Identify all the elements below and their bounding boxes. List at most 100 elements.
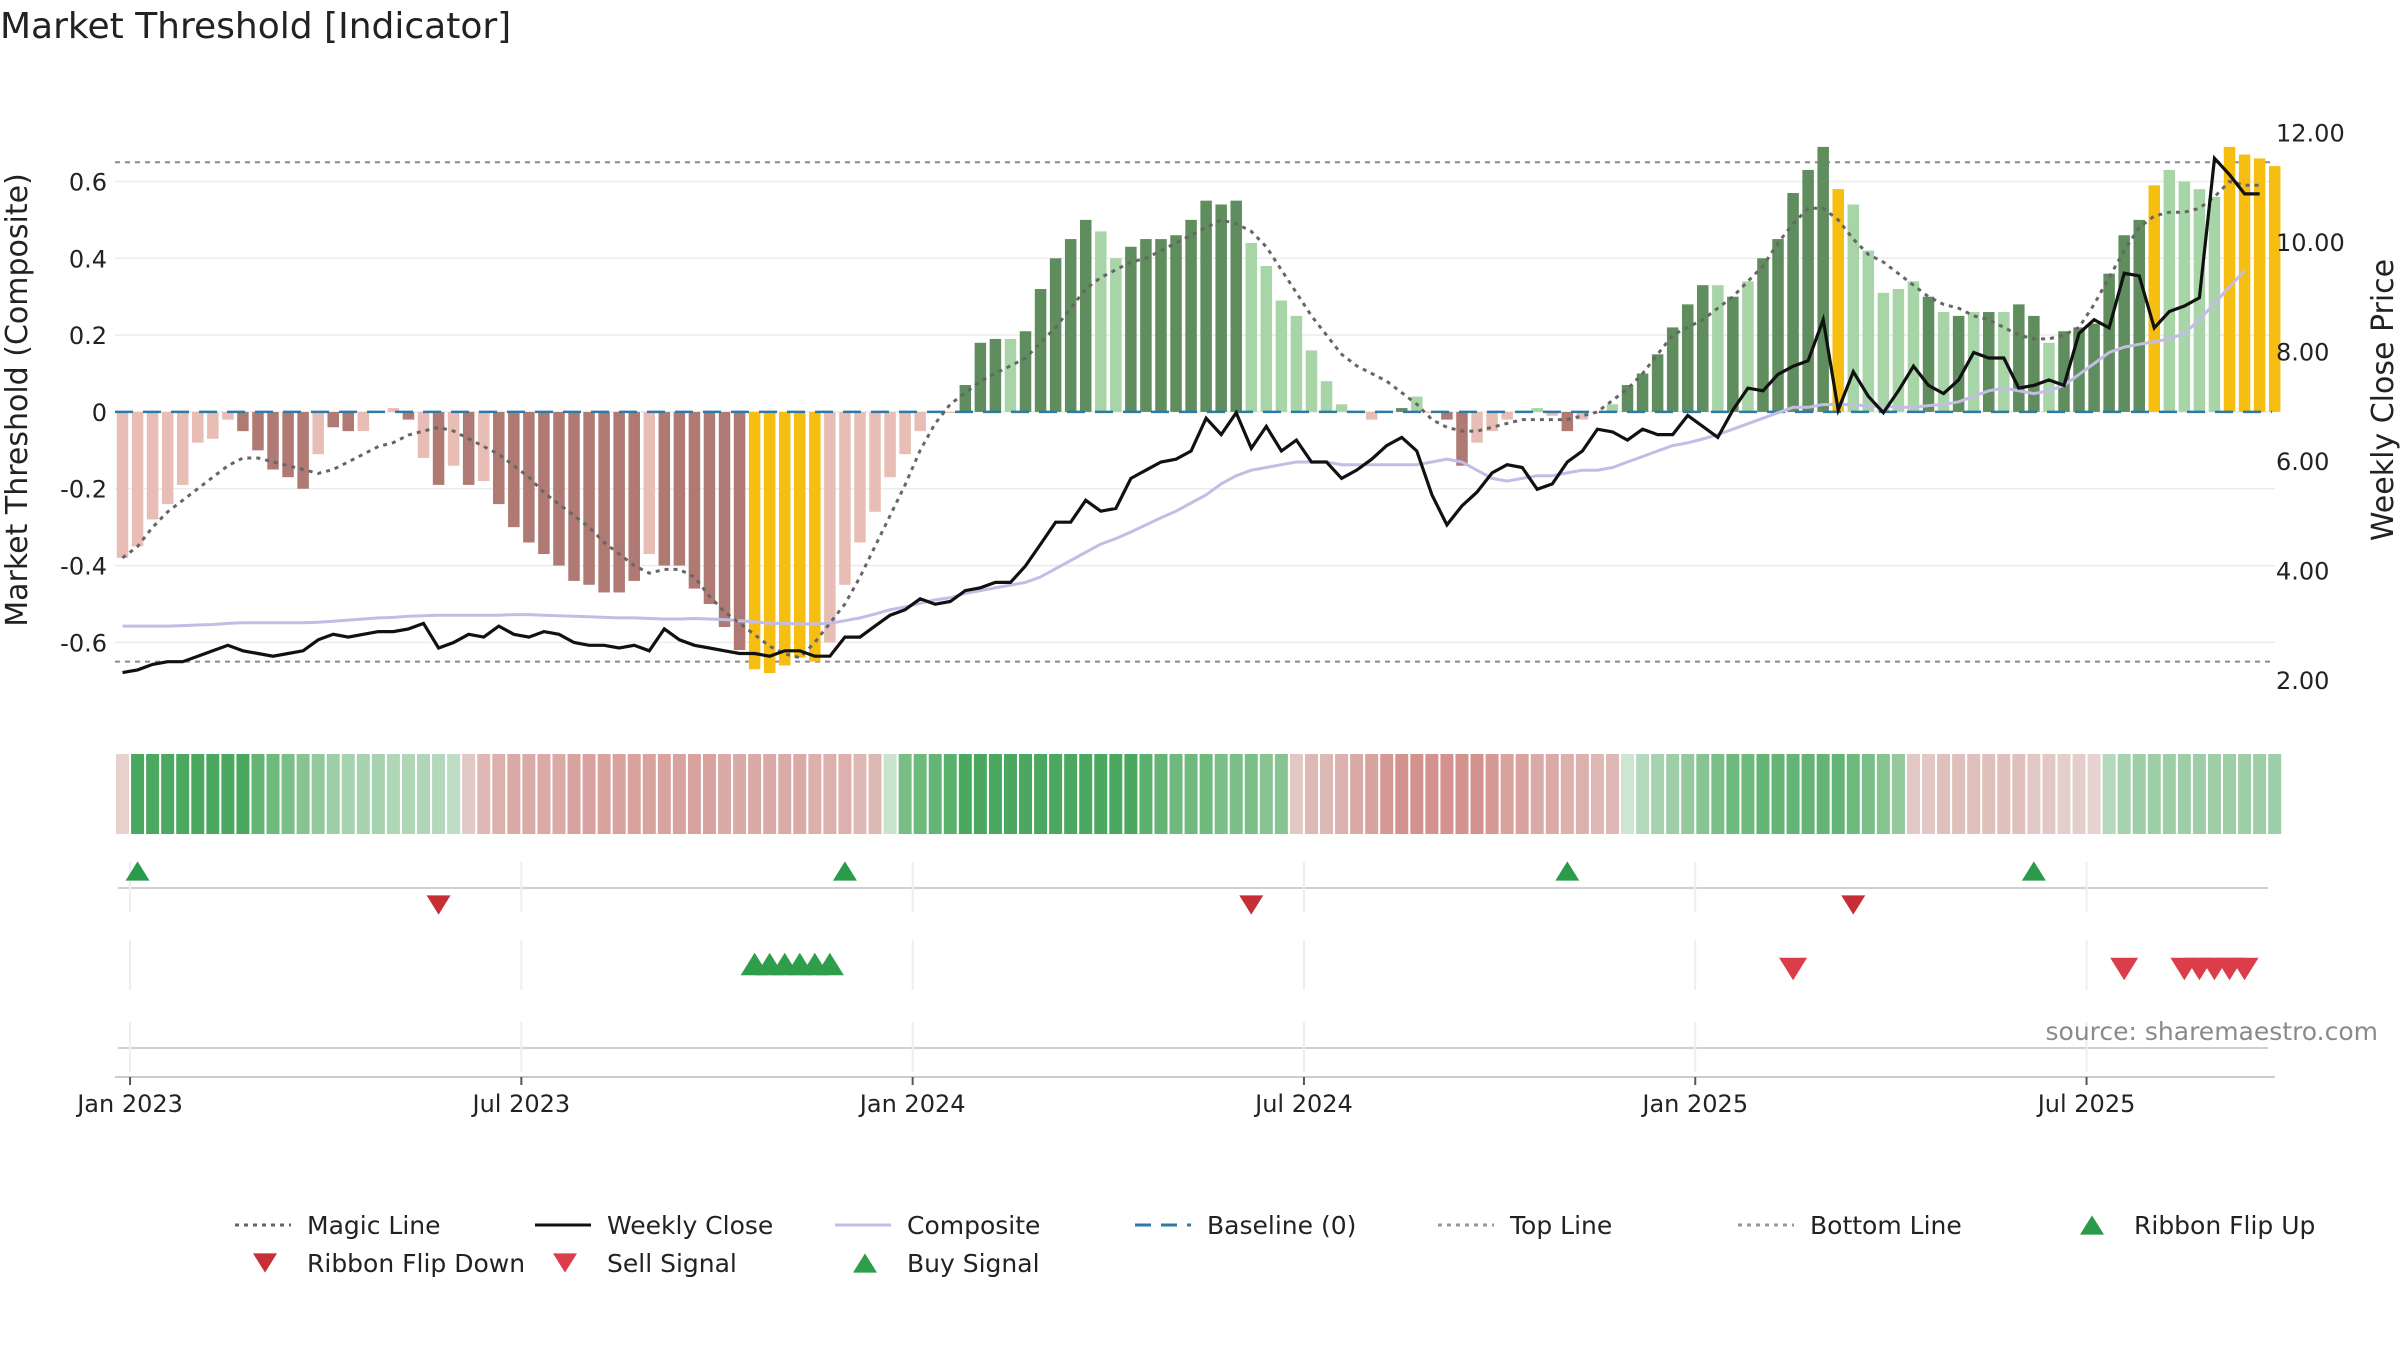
ribbon-cell xyxy=(2207,754,2221,834)
legend-label: Magic Line xyxy=(307,1211,441,1240)
composite-bar xyxy=(583,411,595,585)
y-tick-left: 0.2 xyxy=(69,322,107,350)
composite-bar xyxy=(2028,315,2040,412)
ribbon-cell xyxy=(1906,754,1920,834)
ribbon-cell xyxy=(1861,754,1875,834)
ribbon-cell xyxy=(1485,754,1499,834)
composite-bar xyxy=(899,411,911,455)
y-tick-right: 2.00 xyxy=(2276,667,2329,695)
ribbon-cell xyxy=(1816,754,1830,834)
composite-bar xyxy=(297,411,309,489)
composite-bar xyxy=(854,411,866,543)
composite-bar xyxy=(1110,258,1122,412)
legend-item: Sell Signal xyxy=(553,1249,737,1278)
composite-bar xyxy=(493,411,505,505)
ribbon-flip-down-marker xyxy=(426,895,451,915)
ribbon-cell xyxy=(1967,754,1981,834)
ribbon-cell xyxy=(1636,754,1650,834)
composite-bar xyxy=(553,411,565,566)
composite-bar xyxy=(2253,158,2266,412)
ribbon-cell xyxy=(1440,754,1454,834)
ribbon-cell xyxy=(1726,754,1740,834)
ribbon-cell xyxy=(1831,754,1845,834)
sell-signal-marker xyxy=(1779,957,1808,981)
composite-bar xyxy=(1290,315,1303,412)
composite-bar xyxy=(658,411,671,566)
legend-label: Top Line xyxy=(1509,1211,1612,1240)
composite-bar xyxy=(1621,385,1634,412)
composite-bar xyxy=(688,411,701,589)
composite-bar xyxy=(824,411,836,643)
composite-bar xyxy=(1501,411,1513,420)
y-tick-left: 0.4 xyxy=(69,245,107,273)
composite-bar xyxy=(1742,281,1754,412)
ribbon-cell xyxy=(1605,754,1619,834)
ribbon-cell xyxy=(838,754,852,834)
ribbon-cell xyxy=(1064,754,1078,834)
composite-bar xyxy=(1712,285,1724,412)
ribbon-cell xyxy=(868,754,882,834)
composite-bar xyxy=(252,411,264,451)
ribbon-cell xyxy=(537,754,551,834)
ribbon-cell xyxy=(1771,754,1785,834)
ribbon-cell xyxy=(1169,754,1183,834)
ribbon-cell xyxy=(1410,754,1424,834)
composite-bar xyxy=(1666,327,1679,412)
ribbon-cell xyxy=(883,754,897,834)
ribbon-cell xyxy=(2102,754,2116,834)
composite-bar xyxy=(1636,373,1649,412)
ribbon-cell xyxy=(146,754,160,834)
composite-bar xyxy=(1681,304,1694,412)
composite-bar xyxy=(477,411,490,482)
composite-bar xyxy=(1982,312,1995,412)
composite-bar xyxy=(1697,285,1709,412)
x-tick-label: Jan 2024 xyxy=(858,1090,966,1118)
legend-item: Weekly Close xyxy=(535,1211,773,1240)
ribbon-cell xyxy=(1124,754,1138,834)
ribbon-cell xyxy=(1621,754,1635,834)
buy-signal-marker xyxy=(815,952,844,976)
composite-bar xyxy=(1125,246,1137,412)
composite-bar xyxy=(1937,312,1950,412)
ribbon-cell xyxy=(627,754,641,834)
composite-bar xyxy=(869,411,881,512)
y-tick-right: 8.00 xyxy=(2276,339,2329,367)
composite-bar xyxy=(959,385,972,412)
ribbon-cell xyxy=(116,754,130,834)
ribbon-cell xyxy=(447,754,461,834)
ribbon-cell xyxy=(1214,754,1228,834)
composite-bar xyxy=(312,411,324,455)
chart-title: Market Threshold [Indicator] xyxy=(0,6,511,47)
composite-bar xyxy=(2178,181,2191,412)
ribbon-cell xyxy=(251,754,265,834)
legend-label: Weekly Close xyxy=(607,1211,773,1240)
composite-bar xyxy=(2013,304,2025,412)
ribbon-cell xyxy=(1455,754,1469,834)
legend-item: Ribbon Flip Up xyxy=(2080,1211,2315,1240)
x-tick-label: Jul 2023 xyxy=(471,1090,571,1118)
source-label: source: sharemaestro.com xyxy=(2046,1017,2379,1046)
composite-bar xyxy=(748,411,761,670)
ribbon-cell xyxy=(1395,754,1409,834)
composite-bar xyxy=(1471,411,1483,443)
magic-line xyxy=(121,179,2260,660)
ribbon-cell xyxy=(552,754,566,834)
composite-bar xyxy=(327,411,339,428)
ribbon-cell xyxy=(1922,754,1936,834)
ribbon-cell xyxy=(1711,754,1725,834)
legend-item: Bottom Line xyxy=(1738,1211,1962,1240)
composite-bar xyxy=(718,411,731,628)
ribbon-cell xyxy=(1019,754,1033,834)
ribbon-cell xyxy=(1335,754,1349,834)
ribbon-cell xyxy=(176,754,190,834)
composite-bar xyxy=(1727,296,1739,412)
composite-bar xyxy=(1952,315,1965,412)
ribbon-cell xyxy=(1094,754,1108,834)
legend-item: Composite xyxy=(835,1211,1040,1240)
legend-label: Bottom Line xyxy=(1810,1211,1962,1240)
ribbon-cell xyxy=(1304,754,1318,834)
ribbon-cell xyxy=(672,754,686,834)
sell-signal-marker xyxy=(2230,957,2259,981)
composite-bar xyxy=(989,338,1002,412)
